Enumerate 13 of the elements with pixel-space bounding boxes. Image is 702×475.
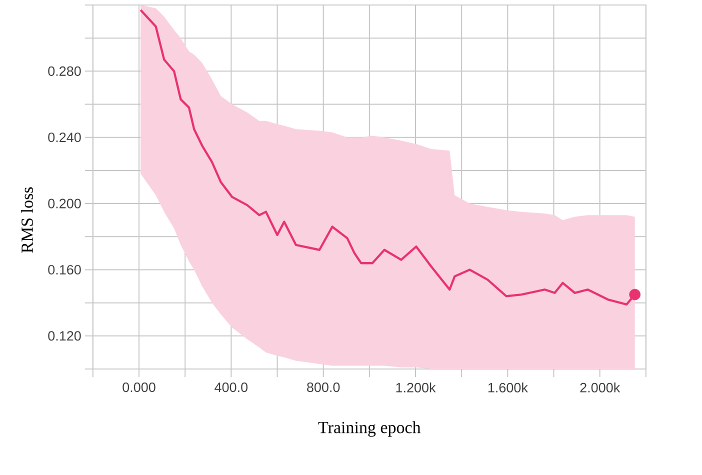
y-tick-label: 0.280: [48, 66, 81, 76]
x-axis-title: Training epoch: [318, 421, 421, 437]
y-tick-label: 0.200: [48, 198, 81, 208]
y-axis-title: RMS loss: [21, 187, 33, 253]
x-tick-label: 1.600k: [488, 382, 528, 392]
x-tick-label: 0.000: [122, 382, 156, 392]
x-tick-label: 400.0: [214, 382, 248, 392]
x-tick-label: 1.200k: [396, 382, 436, 392]
x-tick-label: 2.000k: [580, 382, 620, 392]
y-tick-label: 0.160: [48, 264, 81, 274]
x-tick-label: 800.0: [307, 382, 340, 392]
y-tick-label: 0.240: [48, 132, 81, 142]
y-tick-label: 0.120: [48, 331, 81, 341]
